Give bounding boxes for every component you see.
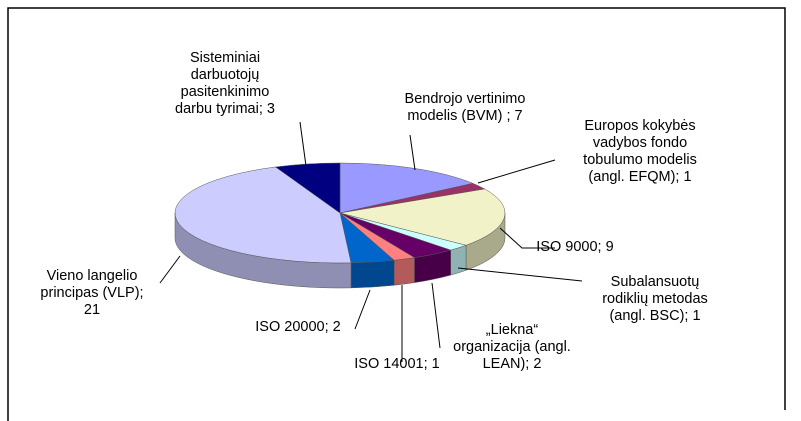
data-label: Bendrojo vertinimo modelis (BVM) ; 7 (405, 91, 526, 124)
data-label: Europos kokybės vadybos fondo tobulumo mod… (583, 118, 697, 185)
leader-line (499, 227, 555, 249)
data-label: ISO 9000; 9 (536, 239, 613, 255)
leader-line (299, 121, 307, 167)
leader-line (477, 159, 556, 184)
data-label: ISO 14001; 1 (354, 356, 439, 372)
data-label: „Liekna“ organizacija (angl. LEAN); 2 (453, 322, 571, 372)
slice-side (450, 244, 467, 276)
leader-line (431, 282, 441, 349)
data-label: ISO 20000; 2 (255, 319, 340, 335)
frame (7, 7, 786, 421)
leader-line (409, 134, 416, 171)
data-label: Subalansuotų rodiklių metodas (angl. BSC);… (602, 274, 708, 324)
slice-side (393, 257, 415, 286)
leader-line (354, 289, 371, 330)
leader-line (457, 267, 583, 282)
slice (174, 166, 352, 264)
data-label: Vieno langelio principas (VLP); 21 (40, 268, 143, 318)
slice (339, 188, 506, 246)
leader-line (159, 255, 181, 284)
data-label: Sisteminiai darbuotojų pasitenkinimo darbu … (175, 50, 275, 117)
slice-side (350, 259, 395, 289)
slice (274, 162, 341, 214)
